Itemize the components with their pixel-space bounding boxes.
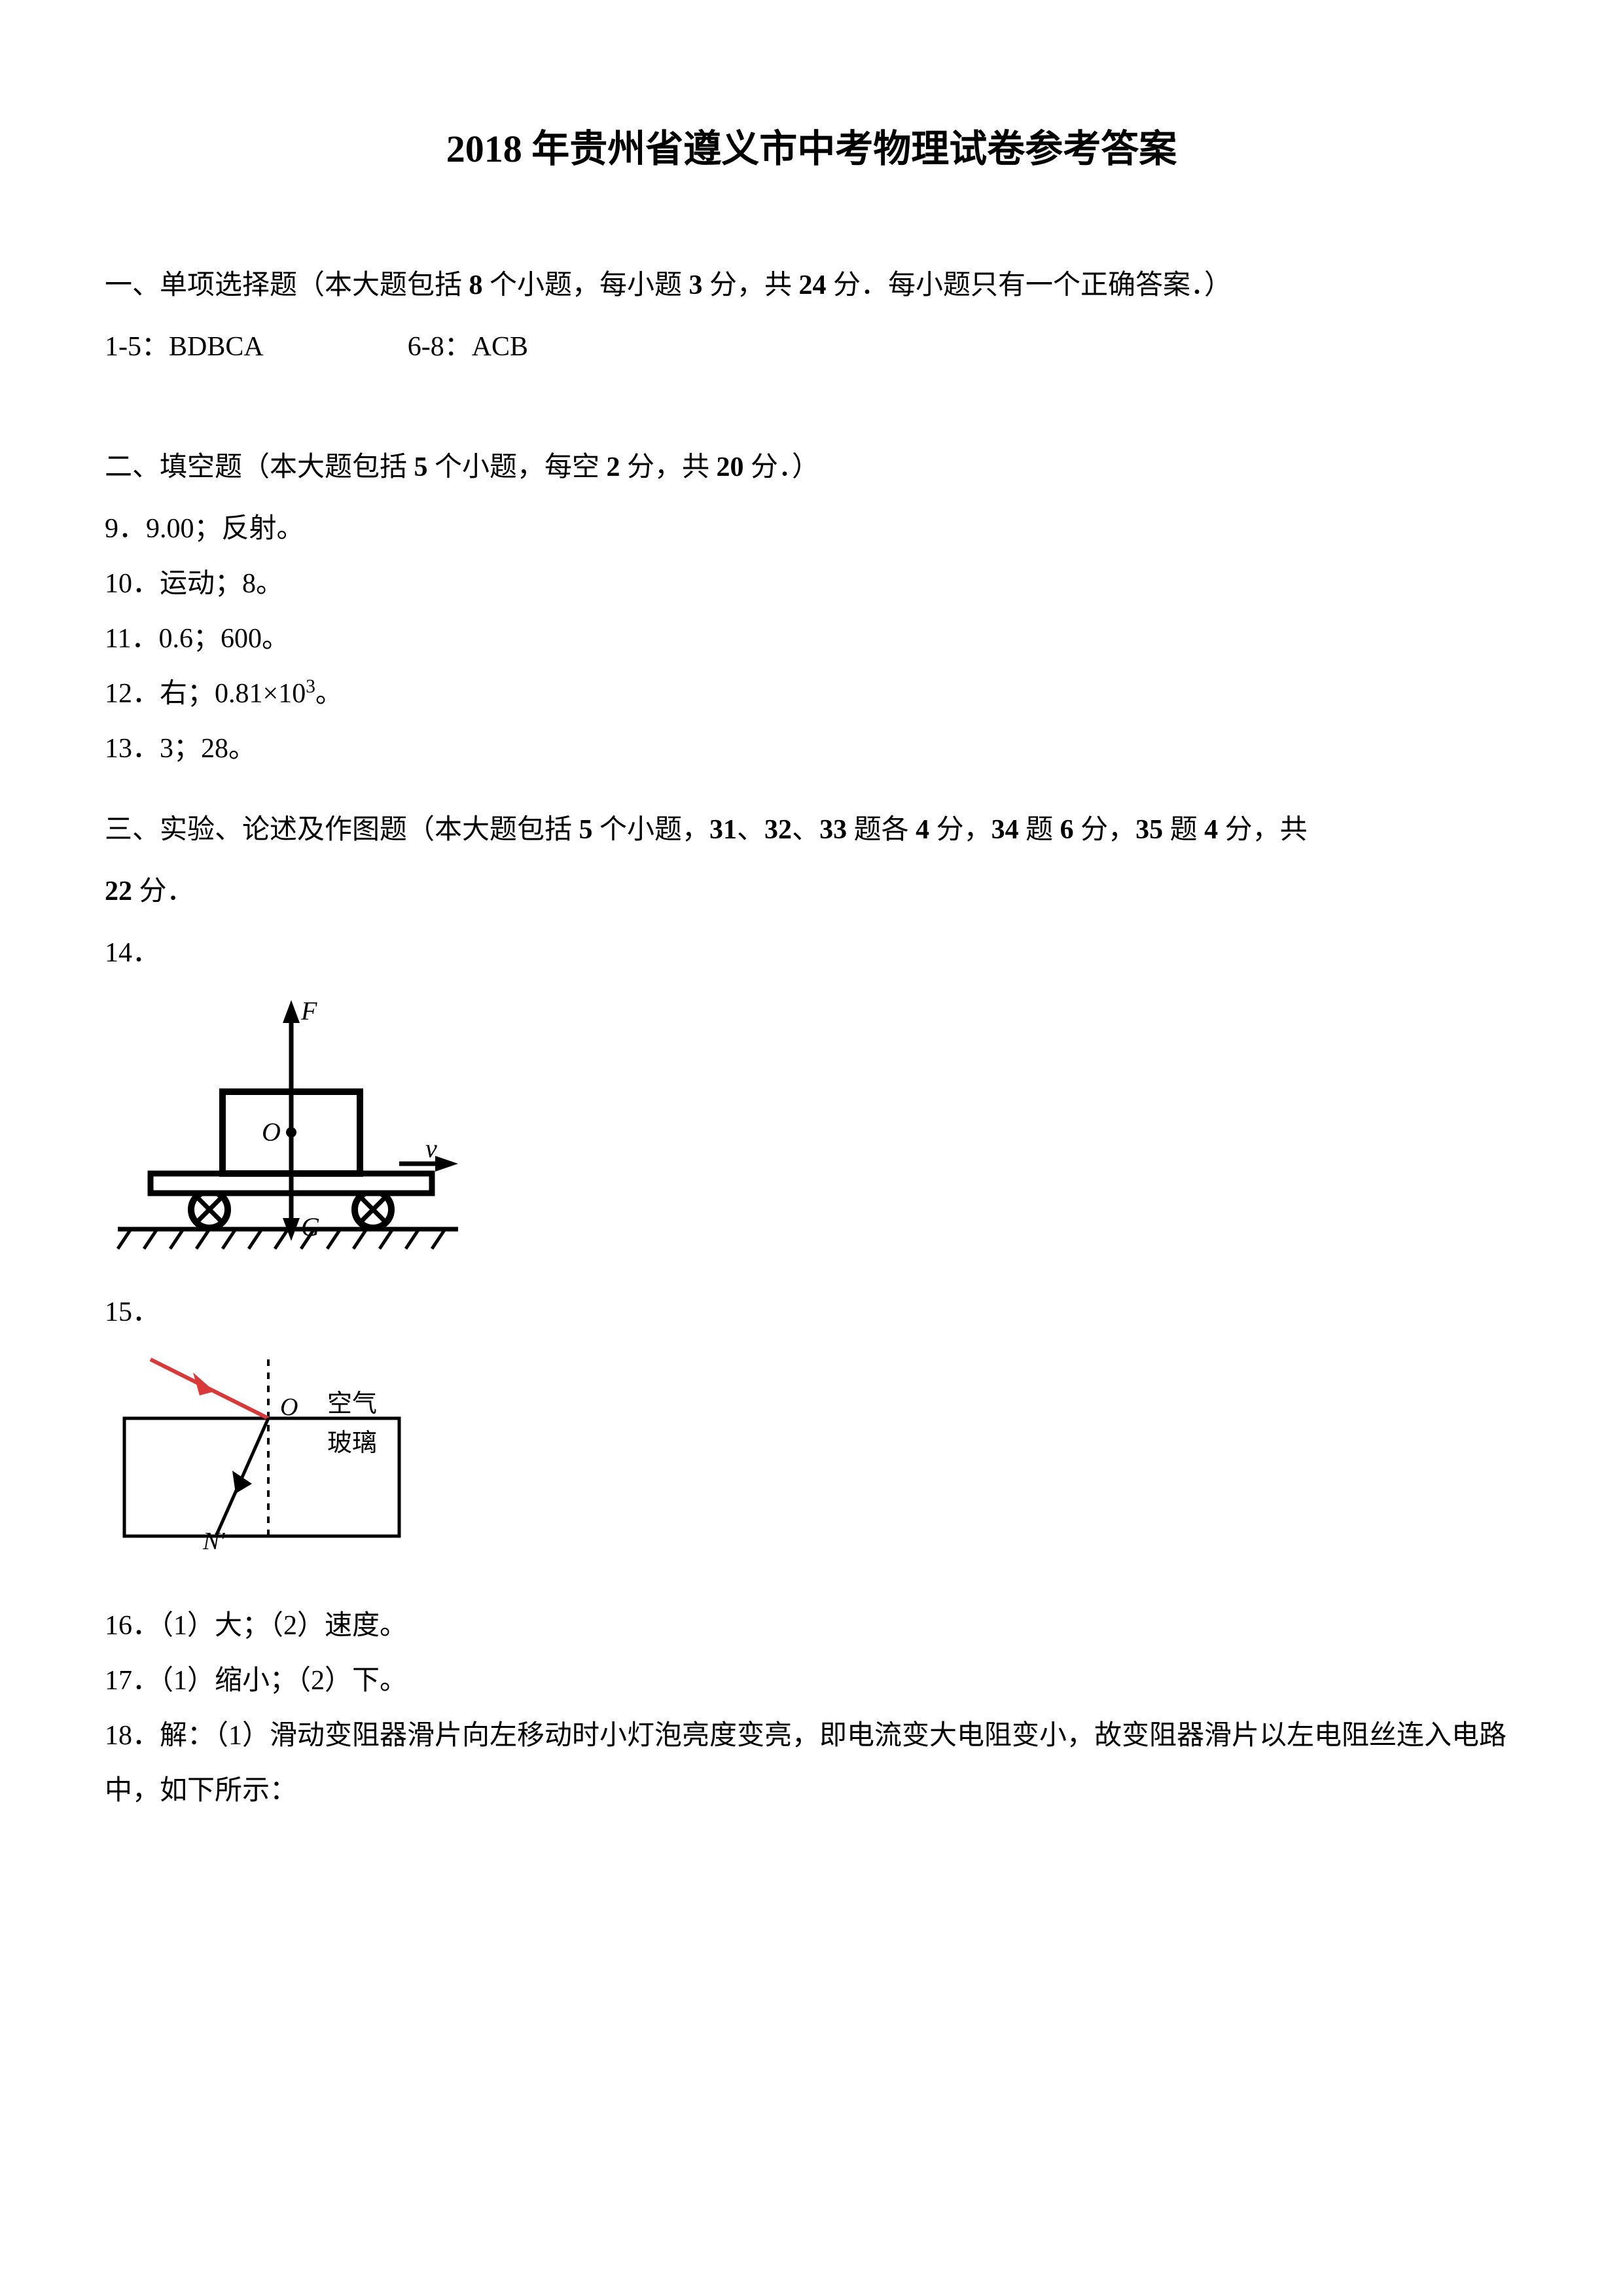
s1-h-p0: 一、单项选择题（本大题包括 [105,270,469,300]
figure-15: O N' 空气 玻璃 [105,1346,1518,1559]
s3-h2-p0: 22 [105,876,132,906]
q9: 9．9.00；反射。 [105,501,1518,556]
q12-num: 12． [105,679,160,709]
q14-num: 14． [105,938,160,968]
q12-sup: 3 [306,676,315,697]
s3-h-p18: 分，共 [1218,815,1308,845]
q9-num: 9． [105,514,146,544]
s1-h-p2: 个小题，每小题 [483,270,689,300]
s3-h-p3: 31 [709,815,737,845]
q9-text: 9.00；反射。 [146,514,304,544]
s3-h-p2: 个小题， [593,815,710,845]
s1-h-p3: 3 [689,270,703,300]
fig15-air-label: 空气 [327,1390,377,1418]
s3-h-p8: 题各 [847,815,916,845]
s3-h-p1: 5 [579,815,593,845]
s3-h-p14: 分， [1074,815,1136,845]
q16-num: 16． [105,1611,160,1641]
figure-14: O F G ν [105,987,1518,1272]
s3-h-p9: 4 [916,815,929,845]
s3-h-p4: 、 [737,815,764,845]
q10-text: 运动；8。 [160,569,283,599]
q15: 15． [105,1285,1518,1340]
section2-heading: 二、填空题（本大题包括 5 个小题，每空 2 分，共 20 分．） [105,440,1518,495]
q12-text-post: 。 [315,679,343,709]
s3-h-p0: 三、实验、论述及作图题（本大题包括 [105,815,579,845]
q16: 16．（1）大；（2）速度。 [105,1598,1518,1653]
q10: 10．运动；8。 [105,556,1518,611]
fig14-F-label: F [300,996,317,1026]
fig14-G-label: G [301,1212,320,1242]
s2-h-p0: 二、填空题（本大题包括 [105,452,414,482]
s2-h-p3: 2 [607,452,620,482]
s1-h-p6: 分．每小题只有一个正确答案．） [827,270,1232,300]
s2-h-p4: 分，共 [620,452,717,482]
s3-h-p16: 题 [1163,815,1204,845]
q16-text: （1）大；（2）速度。 [160,1611,407,1641]
ans-1-5-label: 1-5： [105,332,169,362]
s2-h-p6: 分．） [744,452,820,482]
s2-h-p5: 20 [717,452,744,482]
q11: 11．0.6；600。 [105,611,1518,666]
s3-h-p5: 32 [764,815,792,845]
q10-num: 10． [105,569,160,599]
ans-1-5: BDBCA [169,332,264,362]
spacer [105,1572,1518,1598]
section1-answers: 1-5：BDBCA 6-8：ACB [105,319,1518,374]
q15-num: 15． [105,1297,160,1327]
section1-heading: 一、单项选择题（本大题包括 8 个小题，每小题 3 分，共 24 分．每小题只有… [105,258,1518,313]
q18: 18．解：（1）滑动变阻器滑片向左移动时小灯泡亮度变亮，即电流变大电阻变小，故变… [105,1708,1518,1818]
ans-6-8: ACB [472,332,528,362]
q18-num: 18． [105,1721,160,1751]
section3-heading-l2: 22 分． [105,864,1518,919]
fig15-glass-label: 玻璃 [327,1429,377,1457]
s1-h-p5: 24 [799,270,827,300]
fig15-O-label: O [280,1393,298,1421]
q11-num: 11． [105,624,158,654]
q13-num: 13． [105,734,160,764]
figure-15-svg: O N' 空气 玻璃 [105,1346,432,1556]
s3-h-p15: 35 [1135,815,1163,845]
page: 2018 年贵州省遵义市中考物理试卷参考答案 一、单项选择题（本大题包括 8 个… [0,0,1623,2296]
q11-text: 0.6；600。 [158,624,289,654]
spacer [105,374,1518,414]
fig15-N-label: N' [202,1528,225,1555]
s3-h2-p1: 分． [132,876,194,906]
q13-text: 3；28。 [160,734,256,764]
s3-h-p11: 34 [991,815,1019,845]
s3-h-p6: 、 [792,815,819,845]
q17-num: 17． [105,1666,160,1696]
s2-h-p1: 5 [414,452,428,482]
q17-text: （1）缩小；（2）下。 [160,1666,407,1696]
section3-heading-l1: 三、实验、论述及作图题（本大题包括 5 个小题，31、32、33 题各 4 分，… [105,802,1518,857]
q13: 13．3；28。 [105,721,1518,776]
s3-h-p7: 33 [819,815,847,845]
q12: 12．右；0.81×103。 [105,666,1518,721]
fig14-v-label: ν [425,1134,437,1163]
s3-h-p12: 题 [1019,815,1060,845]
s3-h-p17: 4 [1204,815,1218,845]
s1-h-p4: 分，共 [703,270,799,300]
page-title: 2018 年贵州省遵义市中考物理试卷参考答案 [105,118,1518,173]
q12-text-pre: 右；0.81×10 [160,679,306,709]
s3-h-p10: 分， [929,815,991,845]
figure-14-svg: O F G ν [105,987,471,1268]
fig14-O-label: O [262,1117,281,1147]
q14: 14． [105,925,1518,980]
q18-text: 解：（1）滑动变阻器滑片向左移动时小灯泡亮度变亮，即电流变大电阻变小，故变阻器滑… [105,1721,1507,1806]
q17: 17．（1）缩小；（2）下。 [105,1653,1518,1708]
s1-h-p1: 8 [469,270,483,300]
ans-6-8-label: 6-8： [408,332,472,362]
s2-h-p2: 个小题，每空 [428,452,607,482]
s3-h-p13: 6 [1060,815,1074,845]
